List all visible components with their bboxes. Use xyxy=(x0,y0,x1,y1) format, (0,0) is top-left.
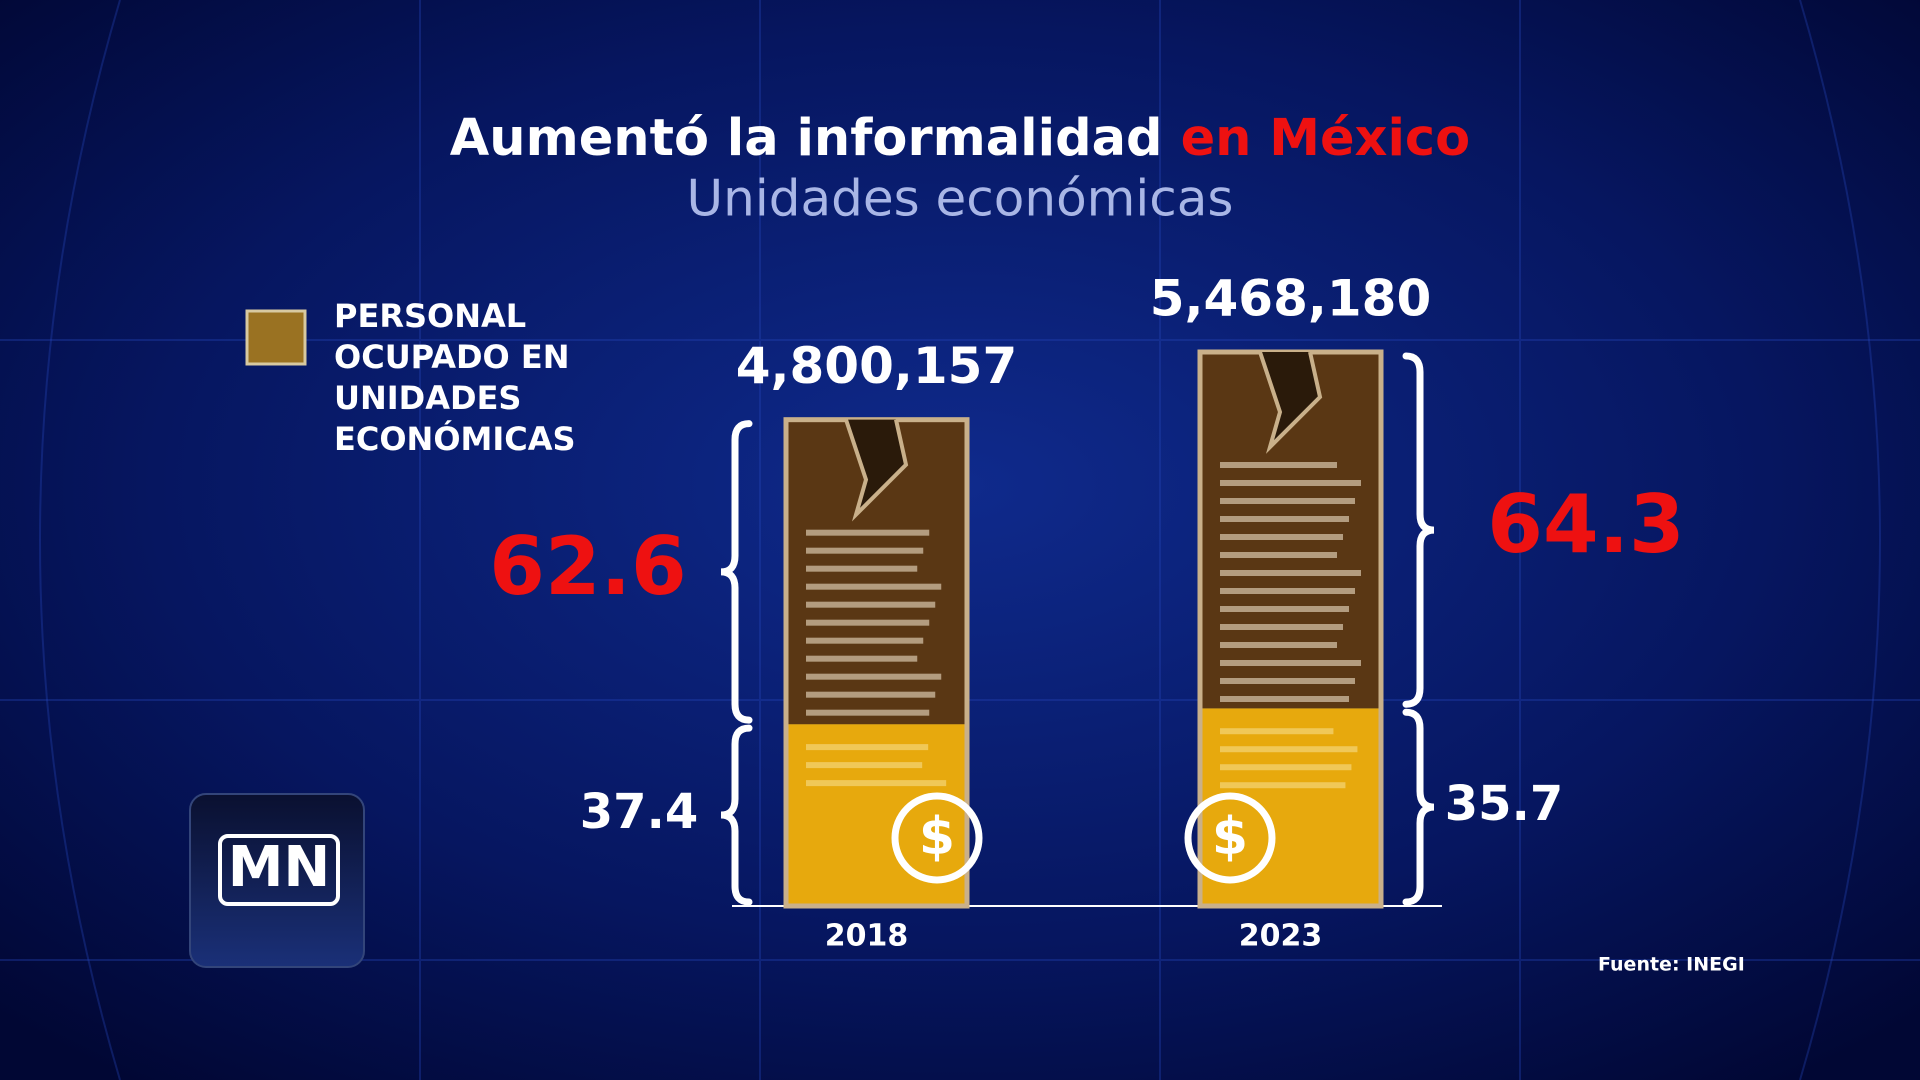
value-label: 37.4 xyxy=(580,784,698,840)
document-line xyxy=(1220,660,1361,666)
legend-swatch xyxy=(245,309,307,366)
document-line xyxy=(806,565,918,572)
document-line xyxy=(1220,480,1361,486)
bar-group xyxy=(786,419,967,906)
x-tick-label: 2023 xyxy=(1239,919,1323,954)
document-line xyxy=(806,547,924,554)
legend-label: ECONÓMICAS xyxy=(334,419,576,458)
logo-text: MN xyxy=(228,835,331,900)
document-line xyxy=(1220,498,1355,504)
document-line xyxy=(1220,782,1346,789)
document-line xyxy=(806,744,929,751)
logo-frame xyxy=(218,834,340,906)
crack xyxy=(844,419,909,522)
crack xyxy=(1258,351,1323,454)
value-label: 62.6 xyxy=(489,520,686,613)
document-line xyxy=(1220,588,1355,594)
document-line xyxy=(806,583,942,590)
document-line xyxy=(1220,624,1343,630)
document-line xyxy=(806,780,947,787)
total-label: 4,800,157 xyxy=(736,337,1018,395)
document-line xyxy=(1220,570,1361,576)
brace xyxy=(720,420,753,724)
document-line xyxy=(1220,642,1337,648)
document-line xyxy=(806,762,923,769)
document-line xyxy=(1220,746,1358,753)
document-line xyxy=(806,655,918,662)
document-line xyxy=(806,673,942,680)
document-line xyxy=(1220,516,1349,522)
chart-title: Aumentó la informalidad en México xyxy=(450,109,1470,168)
document-line xyxy=(806,619,930,626)
document-line xyxy=(1220,606,1349,612)
dollar-icon xyxy=(891,792,983,884)
x-tick-label: 2018 xyxy=(825,919,909,954)
document-line xyxy=(806,529,930,536)
chart-subtitle: Unidades económicas xyxy=(687,170,1234,228)
bar-group xyxy=(1200,352,1381,906)
bar-segment xyxy=(786,724,967,906)
document-line xyxy=(1220,534,1343,540)
document-line xyxy=(1220,696,1349,702)
brace xyxy=(1402,352,1435,708)
title-part: Aumentó la informalidad xyxy=(450,109,1163,168)
brace xyxy=(1402,708,1435,906)
legend-label: PERSONAL xyxy=(334,297,526,335)
document-line xyxy=(1220,552,1337,558)
dollar-sign: $ xyxy=(1212,807,1248,867)
bar-segment xyxy=(1200,708,1381,906)
title-part: en México xyxy=(1181,109,1471,168)
legend-label: UNIDADES xyxy=(334,379,521,417)
document-line xyxy=(1220,764,1352,771)
dollar-icon xyxy=(1184,792,1276,884)
source: Fuente: INEGI xyxy=(1598,954,1745,976)
document-line xyxy=(806,601,936,608)
document-line xyxy=(1220,462,1337,468)
document-line xyxy=(806,709,930,716)
dollar-sign: $ xyxy=(919,807,955,867)
total-label: 5,468,180 xyxy=(1150,270,1432,328)
document-line xyxy=(806,637,924,644)
document-line xyxy=(1220,728,1334,735)
value-label: 35.7 xyxy=(1445,776,1563,832)
brace xyxy=(720,724,753,906)
value-label: 64.3 xyxy=(1487,478,1684,571)
document-line xyxy=(1220,678,1355,684)
legend-label: OCUPADO EN xyxy=(334,338,570,376)
document-line xyxy=(806,691,936,698)
